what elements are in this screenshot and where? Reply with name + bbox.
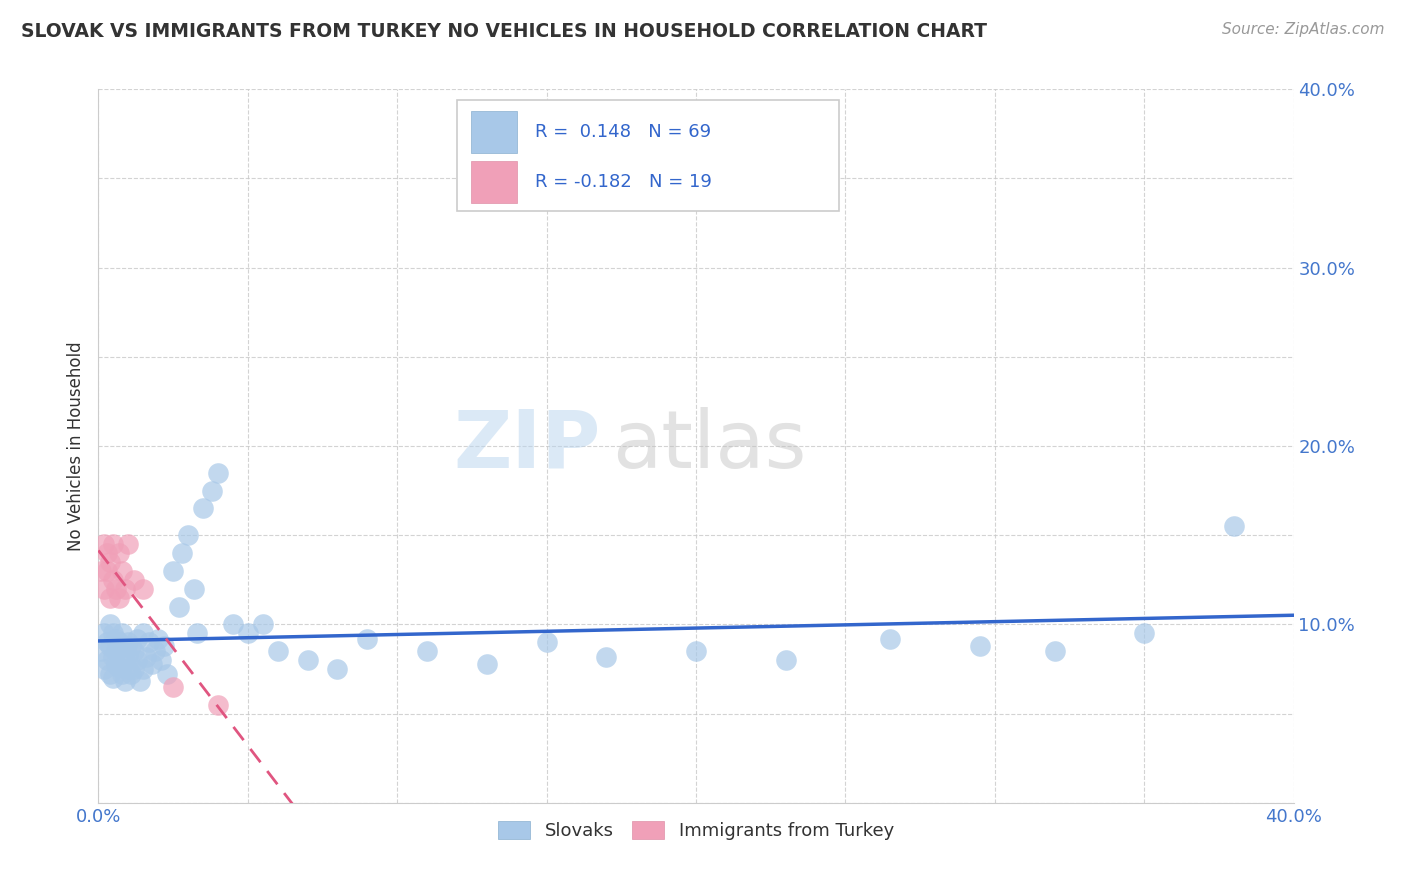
Point — [183, 582, 205, 596]
Point — [156, 667, 179, 681]
Point — [93, 537, 115, 551]
Point — [103, 537, 125, 551]
Point — [98, 617, 122, 632]
Point — [124, 644, 146, 658]
Point — [191, 501, 214, 516]
Point — [297, 653, 319, 667]
Point — [108, 635, 131, 649]
Point — [108, 546, 131, 560]
Point — [96, 653, 118, 667]
Point — [90, 564, 112, 578]
Point — [138, 635, 160, 649]
Point — [111, 639, 134, 653]
Point — [1043, 644, 1066, 658]
Point — [127, 632, 149, 646]
Point — [536, 635, 558, 649]
Point — [252, 617, 274, 632]
Point — [117, 648, 139, 662]
FancyBboxPatch shape — [471, 161, 517, 203]
Text: R =  0.148   N = 69: R = 0.148 N = 69 — [534, 123, 711, 141]
Point — [201, 483, 224, 498]
Point — [114, 582, 136, 596]
Point — [96, 564, 118, 578]
Text: SLOVAK VS IMMIGRANTS FROM TURKEY NO VEHICLES IN HOUSEHOLD CORRELATION CHART: SLOVAK VS IMMIGRANTS FROM TURKEY NO VEHI… — [21, 22, 987, 41]
Point — [108, 660, 131, 674]
Point — [93, 582, 115, 596]
Point — [90, 644, 112, 658]
Point — [108, 648, 131, 662]
Point — [98, 639, 122, 653]
Point — [475, 657, 498, 671]
Point — [162, 680, 184, 694]
Point — [124, 662, 146, 676]
Y-axis label: No Vehicles in Household: No Vehicles in Household — [66, 341, 84, 551]
Point — [98, 591, 122, 605]
Point — [127, 653, 149, 667]
Point — [595, 649, 617, 664]
Point — [105, 644, 128, 658]
Point — [120, 639, 142, 653]
Point — [105, 582, 128, 596]
Point — [143, 644, 166, 658]
Point — [172, 546, 194, 560]
Point — [135, 649, 157, 664]
Point — [207, 466, 229, 480]
Text: ZIP: ZIP — [453, 407, 600, 485]
FancyBboxPatch shape — [471, 111, 517, 153]
Point — [132, 626, 155, 640]
Point — [356, 632, 378, 646]
Point — [96, 546, 118, 560]
Point — [153, 639, 176, 653]
Text: R = -0.182   N = 19: R = -0.182 N = 19 — [534, 173, 711, 191]
Point — [879, 632, 901, 646]
Point — [120, 667, 142, 681]
Text: atlas: atlas — [613, 407, 807, 485]
Point — [129, 674, 152, 689]
Point — [1223, 519, 1246, 533]
Point — [105, 657, 128, 671]
Point — [103, 626, 125, 640]
Point — [326, 662, 349, 676]
Point — [685, 644, 707, 658]
Point — [111, 564, 134, 578]
Point — [103, 671, 125, 685]
Point — [150, 653, 173, 667]
FancyBboxPatch shape — [457, 100, 839, 211]
Point — [148, 632, 170, 646]
Point — [162, 564, 184, 578]
Point — [1133, 626, 1156, 640]
Point — [969, 639, 991, 653]
Point — [207, 698, 229, 712]
Point — [267, 644, 290, 658]
Point — [103, 573, 125, 587]
Point — [111, 667, 134, 681]
Point — [93, 626, 115, 640]
Point — [98, 667, 122, 681]
Legend: Slovaks, Immigrants from Turkey: Slovaks, Immigrants from Turkey — [491, 814, 901, 847]
Point — [775, 653, 797, 667]
Point — [93, 662, 115, 676]
Point — [177, 528, 200, 542]
Point — [416, 644, 439, 658]
Point — [132, 662, 155, 676]
Point — [114, 653, 136, 667]
Point — [167, 599, 190, 614]
Point — [105, 632, 128, 646]
Point — [96, 635, 118, 649]
Point — [108, 591, 131, 605]
Point — [141, 657, 163, 671]
Point — [222, 617, 245, 632]
Point — [236, 626, 259, 640]
Point — [117, 662, 139, 676]
Point — [117, 537, 139, 551]
Point — [114, 674, 136, 689]
Point — [117, 635, 139, 649]
Point — [132, 582, 155, 596]
Point — [98, 555, 122, 569]
Point — [103, 649, 125, 664]
Point — [124, 573, 146, 587]
Point — [186, 626, 208, 640]
Text: Source: ZipAtlas.com: Source: ZipAtlas.com — [1222, 22, 1385, 37]
Point — [111, 626, 134, 640]
